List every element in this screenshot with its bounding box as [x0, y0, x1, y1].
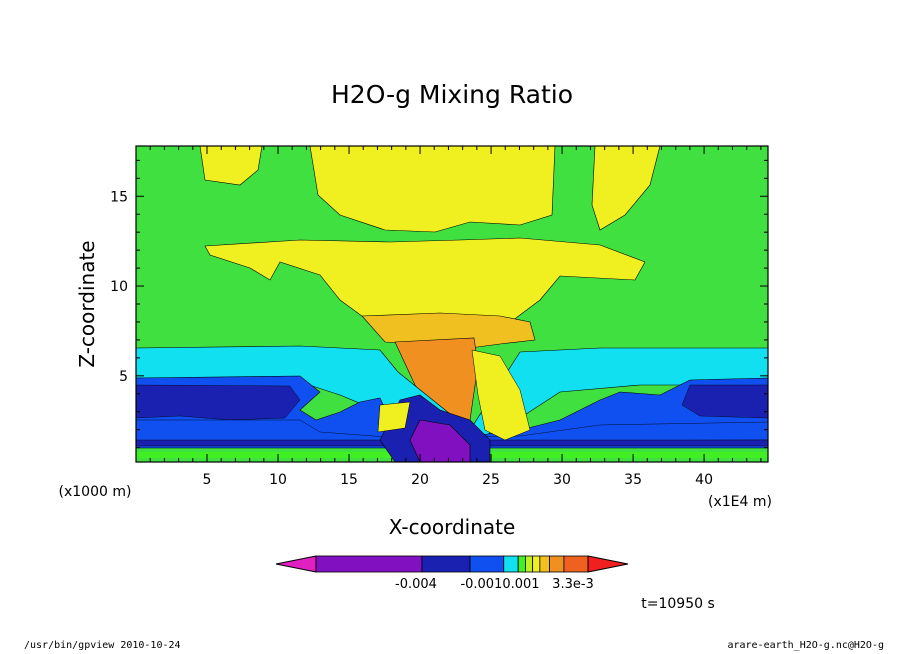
colorbar-segment [525, 555, 534, 573]
x-tick-label: 10 [269, 472, 287, 488]
colorbar-segment [532, 555, 541, 573]
colorbar-min-arrow [275, 555, 317, 573]
colorbar-segment [539, 555, 550, 573]
y-tick-label: 5 [119, 369, 128, 385]
contour-yellow-low-left [377, 401, 411, 433]
colorbar-segment [517, 555, 526, 573]
contour-yellow-updraft [471, 349, 531, 441]
x-unit-right: (x1E4 m) [708, 494, 772, 510]
colorbar-segment [315, 555, 423, 573]
x-tick-label: 20 [411, 472, 429, 488]
x-tick-label: 15 [340, 472, 358, 488]
y-tick-label: 10 [110, 279, 128, 295]
colorbar-segment [421, 555, 471, 573]
time-label: t=10950 s [641, 596, 715, 612]
y-axis-label: Z-coordinate [75, 240, 99, 367]
x-tick-label: 40 [695, 472, 713, 488]
contour-dark-blue-right [681, 384, 769, 419]
colorbar-label-1: -0.004 [395, 577, 437, 592]
x-tick-label: 30 [553, 472, 571, 488]
contour-yellow-upper-center [309, 145, 556, 233]
x-axis-ticks: 5 10 15 20 25 30 35 40 [149, 146, 762, 488]
footer-right: arare-earth_H2O-g.nc@H2O-g [727, 640, 884, 651]
colorbar [275, 555, 629, 573]
colorbar-segment [549, 555, 565, 573]
chart-title: H2O-g Mixing Ratio [331, 80, 573, 109]
plot-area [135, 145, 769, 463]
colorbar-label-2: -0.0010.001 [460, 577, 539, 592]
x-tick-label: 25 [482, 472, 500, 488]
colorbar-segment [469, 555, 505, 573]
contour-yellow-anvil [204, 237, 646, 331]
colorbar-segment [563, 555, 589, 573]
footer-left: /usr/bin/gpview 2010-10-24 [24, 640, 181, 651]
x-unit-left: (x1000 m) [59, 484, 132, 500]
y-axis-ticks: 5 10 15 [110, 159, 768, 449]
colorbar-max-arrow [587, 555, 629, 573]
x-tick-label: 5 [203, 472, 212, 488]
colorbar-label-3: 3.3e-3 [552, 577, 594, 592]
x-tick-label: 35 [624, 472, 642, 488]
y-tick-label: 15 [110, 189, 128, 205]
colorbar-segment [503, 555, 519, 573]
contour-dark-blue-left [135, 384, 301, 421]
x-axis-label: X-coordinate [389, 515, 516, 539]
